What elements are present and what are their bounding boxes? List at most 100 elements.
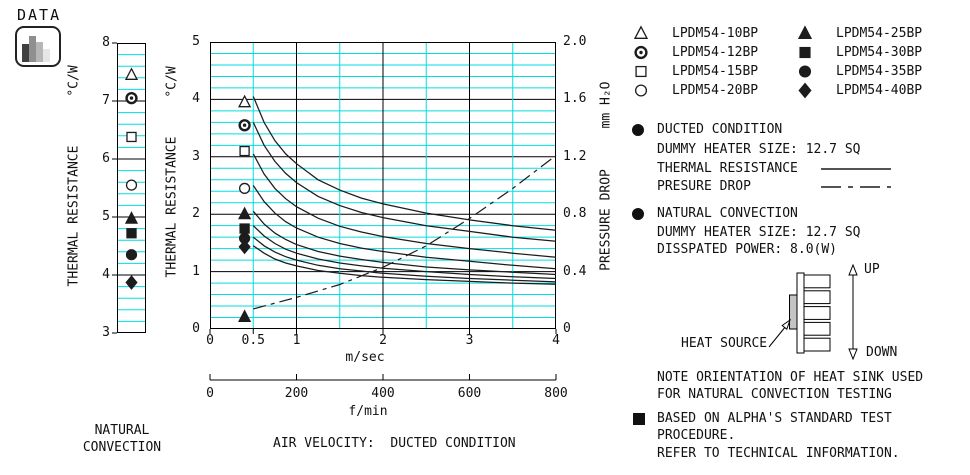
pressure-drop-curve [253, 154, 557, 310]
marker-square-open [126, 131, 137, 143]
plot-frame [210, 42, 556, 329]
nat-chart-ylabel: THERMAL RESISTANCE [66, 145, 82, 287]
main-ytick-label: 1 [192, 263, 200, 279]
heatsink-fin [803, 337, 831, 352]
marker-circle-filled [798, 65, 812, 78]
main-ytick-label: 3 [192, 148, 200, 164]
nat-ytick-label: 4 [102, 267, 110, 282]
heatsink-fin [803, 290, 831, 305]
based-note-line1: BASED ON ALPHA'S STANDARD TEST [657, 411, 892, 426]
based-note-bullet-icon [633, 413, 645, 425]
logo-bar [22, 44, 29, 62]
main-ytick-label: 4 [192, 91, 200, 107]
pressure-axis-label: PRESSURE DROP [598, 169, 614, 271]
legend-label: LPDM54-12BP [672, 45, 759, 60]
down-arrowhead-icon [848, 348, 858, 361]
pressure-unit-label: mm H₂O [598, 81, 614, 129]
curve-LPDM54-10BP [252, 96, 557, 231]
fmin-tick-label: 800 [544, 386, 568, 401]
down-label: DOWN [866, 345, 898, 360]
marker-dot [639, 50, 643, 55]
heat-source-block [789, 294, 798, 330]
nat-ytick-label: 5 [102, 209, 110, 224]
curve-LPDM54-20BP [252, 185, 557, 270]
natural-dissipated-power: DISSPATED POWER: 8.0(W) [657, 242, 838, 257]
plot-frame [117, 43, 146, 333]
fmin-tick-label: 200 [284, 386, 309, 401]
legend-label: LPDM54-15BP [672, 64, 759, 79]
main-xtick-label: 2 [379, 333, 387, 348]
marker-square-open [239, 145, 250, 157]
heatsink-fin [803, 321, 831, 336]
ducted-title: DUCTED CONDITION [657, 122, 783, 137]
based-note-line2: PROCEDURE. [657, 428, 736, 443]
orientation-note-line2: FOR NATURAL CONVECTION TESTING [657, 387, 892, 402]
logo-bar [36, 42, 43, 62]
curve-LPDM54-30BP [252, 225, 557, 280]
heatsink-fin [803, 306, 831, 320]
logo-bar [43, 49, 50, 62]
pressure-drop-key-label: PRESURE DROP [657, 179, 751, 194]
up-label: UP [864, 262, 880, 277]
heatsink-base [796, 272, 805, 354]
thermal-resistance-key-label: THERMAL RESISTANCE [657, 161, 798, 176]
pressure-ytick-label: 0.8 [563, 206, 587, 222]
x2-axis-unit: f/min [348, 404, 388, 419]
main-xtick-label: 0 [206, 333, 214, 348]
heat-source-pointer-line [768, 325, 787, 348]
marker-triangle-filled [238, 206, 252, 220]
based-note-line3: REFER TO TECHNICAL INFORMATION. [657, 446, 900, 461]
natural-bullet-icon [632, 208, 644, 220]
logo-bar [29, 36, 36, 62]
marker-diamond-filled [125, 275, 138, 290]
main-xtick-label: 3 [465, 333, 474, 348]
legend-label: LPDM54-40BP [836, 83, 923, 98]
dash-dot-line-key-icon [821, 186, 891, 188]
legend-marker-circle-filled [798, 65, 812, 78]
marker-square-filled [126, 228, 137, 239]
marker-dot [242, 123, 247, 127]
main-chart-title: AIR VELOCITY: DUCTED CONDITION [273, 436, 516, 451]
marker-square-open [635, 65, 647, 78]
natural-title: NATURAL CONVECTION [657, 206, 798, 221]
legend-marker-triangle-filled [797, 25, 813, 39]
marker-diamond-filled [238, 239, 251, 255]
legend-marker-triangle-open [633, 25, 649, 39]
legend-marker-circle-open [634, 84, 648, 97]
legend-label: LPDM54-20BP [672, 83, 759, 98]
marker-circle-filled [125, 249, 138, 261]
curve-LPDM54-15BP [252, 153, 557, 258]
main-xtick-label: 4 [552, 333, 560, 348]
legend-marker-square-open [635, 65, 647, 78]
nat-chart-title-line2: CONVECTION [82, 440, 162, 455]
pressure-ytick-label: 2.0 [563, 34, 587, 49]
bar-chart-logo-icon [15, 26, 61, 67]
natural-dummy-heater: DUMMY HEATER SIZE: 12.7 SQ [657, 225, 861, 240]
heatsink-fin [803, 274, 831, 289]
legend-marker-square-filled [799, 46, 811, 59]
pressure-ytick-label: 1.6 [563, 91, 587, 107]
legend: LPDM54-10BP LPDM54-12BP LPDM54-15BP LPDM54-… [630, 25, 960, 104]
fmin-tick-label: 0 [206, 386, 214, 401]
nat-chart-title-line1: NATURAL [94, 423, 150, 438]
fmin-scale-axis [209, 374, 557, 381]
orientation-note-line1: NOTE ORIENTATION OF HEAT SINK USED [657, 370, 924, 385]
curve-LPDM54-12BP [252, 122, 557, 242]
pressure-ytick-label: 1.2 [563, 148, 587, 164]
heat-sink-diagram [768, 263, 858, 361]
nat-ytick-label: 6 [102, 151, 110, 166]
legend-marker-circle-dot [634, 45, 648, 60]
marker-triangle-filled [238, 309, 252, 322]
ducted-condition-chart [209, 42, 557, 334]
marker-triangle-open [124, 67, 139, 80]
main-ytick-label: 0 [192, 321, 200, 336]
main-ytick-label: 2 [192, 206, 200, 222]
marker-square-filled [239, 223, 250, 234]
marker-triangle-filled [797, 25, 813, 39]
solid-line-key-icon [821, 168, 891, 170]
heat-source-pointer-arrowhead [781, 318, 791, 331]
pressure-ytick-label: 0 [563, 321, 571, 336]
main-ytick-label: 5 [192, 34, 200, 49]
fmin-tick-label: 600 [457, 386, 482, 401]
marker-triangle-filled [124, 211, 139, 224]
